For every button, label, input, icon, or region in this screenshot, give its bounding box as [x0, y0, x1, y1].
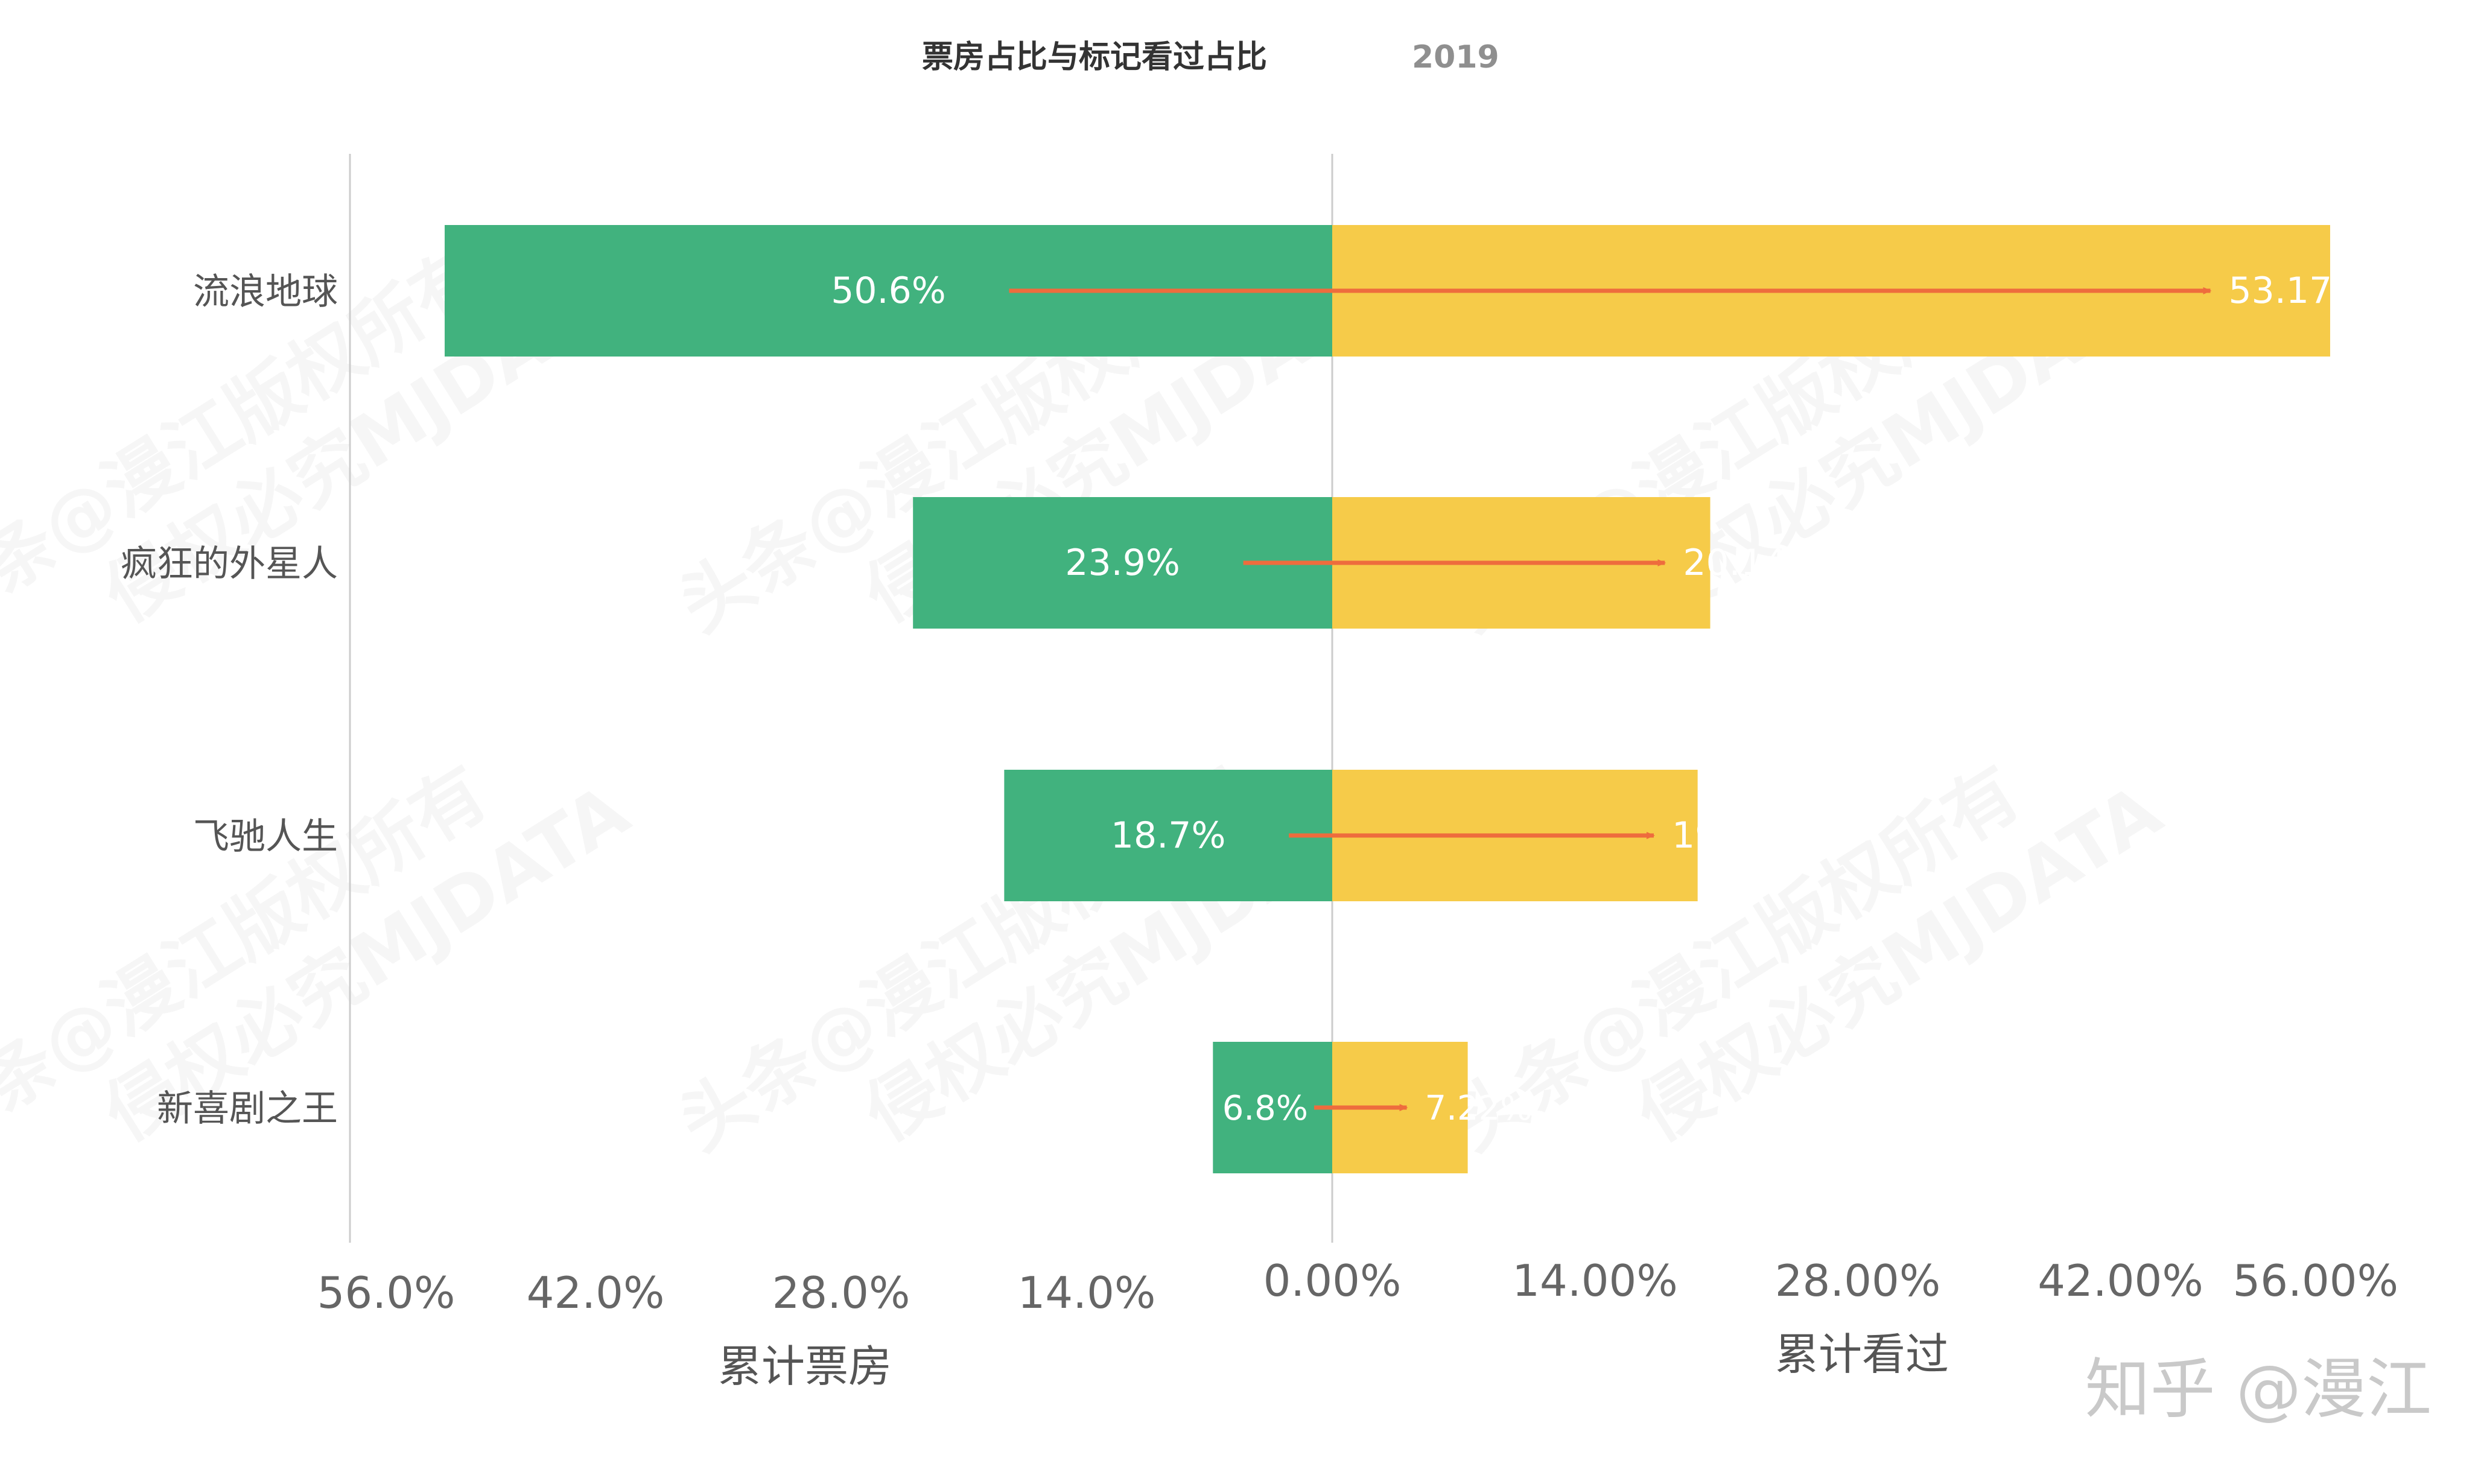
- chart-subtitle: 2019: [1412, 39, 1499, 75]
- right-tick-label-4: 56.00%: [2232, 1255, 2398, 1306]
- value-label-watched-2: 19.47%: [1672, 814, 1810, 857]
- right-tick-label-1: 14.00%: [1512, 1255, 1678, 1306]
- category-label-2: 飞驰人生: [193, 816, 338, 858]
- value-labels-group: 50.6% 53.17% 23.9% 20.14% 18.7% 19.47% 6.8% 7.2…: [831, 270, 2366, 1128]
- value-label-box-office-2: 18.7%: [1111, 814, 1226, 857]
- value-label-box-office-1: 23.9%: [1065, 542, 1180, 584]
- value-label-box-office-0: 50.6%: [831, 270, 946, 312]
- bar-box-office-3: [1213, 1042, 1332, 1173]
- left-tick-label-0: 56.0%: [317, 1267, 456, 1318]
- left-axis-title: 累计票房: [718, 1341, 892, 1392]
- tick-labels-group: 56.0% 42.0% 28.0% 14.0% 0.00% 14.00% 28.00% 42.…: [317, 1255, 2398, 1318]
- right-tick-label-2: 28.00%: [1775, 1255, 1941, 1306]
- right-axis-title: 累计看过: [1775, 1329, 1949, 1380]
- category-label-1: 疯狂的外星人: [121, 543, 338, 585]
- left-tick-label-3: 14.0%: [1018, 1267, 1156, 1318]
- right-tick-label-3: 42.00%: [2038, 1255, 2203, 1306]
- left-tick-label-2: 28.0%: [772, 1267, 910, 1318]
- credit-watermark: 知乎 @漫江: [2085, 1352, 2432, 1427]
- bar-box-office-2: [1004, 770, 1332, 901]
- chart-title: 票房占比与标记看过占比: [922, 39, 1267, 75]
- value-label-watched-0: 53.17%: [2228, 270, 2366, 312]
- value-label-watched-1: 20.14%: [1683, 542, 1821, 584]
- category-label-3: 新喜剧之王: [157, 1088, 338, 1130]
- value-label-watched-3: 7.22%: [1425, 1089, 1533, 1128]
- category-label-0: 流浪地球: [193, 271, 338, 313]
- value-label-box-office-3: 6.8%: [1222, 1089, 1308, 1128]
- right-tick-label-0: 0.00%: [1263, 1255, 1402, 1306]
- left-tick-label-1: 42.0%: [527, 1267, 665, 1318]
- arrows-group: [1009, 287, 2212, 1111]
